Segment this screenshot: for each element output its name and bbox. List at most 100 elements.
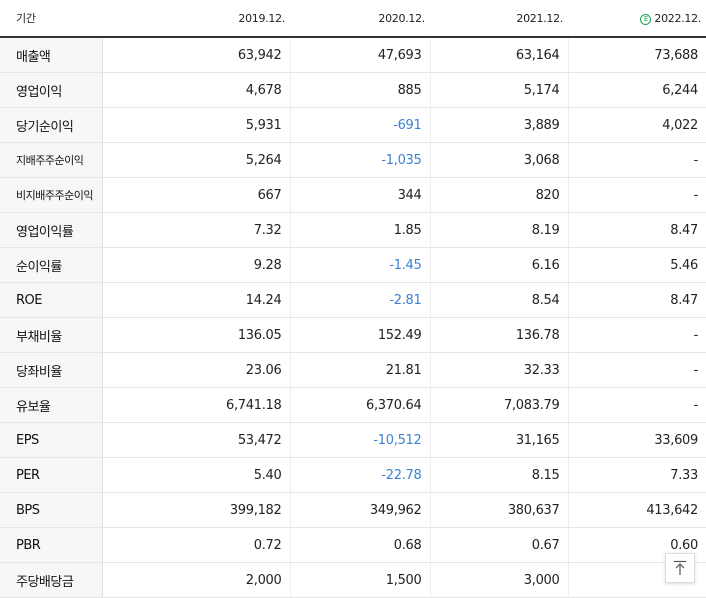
row-label: PER	[0, 457, 103, 493]
table-cell: 3,000	[429, 562, 568, 598]
table-cell: 31,165	[429, 422, 568, 458]
table-cell: 820	[429, 177, 568, 213]
table-cell: 349,962	[289, 492, 430, 528]
table-cell: 152.49	[289, 317, 430, 353]
column-header-2022-label: 2022.12.	[654, 11, 701, 25]
table-row: 영업이익 4,678 885 5,174 6,244	[0, 72, 706, 108]
table-row: PER 5.40 -22.78 8.15 7.33	[0, 457, 706, 493]
row-label: 유보율	[0, 387, 103, 423]
table-cell: 4,678	[101, 72, 290, 108]
column-header-2022: E 2022.12.	[568, 0, 706, 38]
table-cell: 14.24	[101, 282, 290, 318]
table-cell: 9.28	[101, 247, 290, 283]
table-cell: 63,164	[429, 37, 568, 73]
table-cell: 8.54	[429, 282, 568, 318]
table-cell: 3,889	[429, 107, 568, 143]
table-cell: -691	[289, 107, 430, 143]
period-header: 기간	[0, 0, 102, 38]
table-cell: -22.78	[289, 457, 430, 493]
table-row: 당기순이익 5,931 -691 3,889 4,022	[0, 107, 706, 143]
table-cell: -	[567, 317, 706, 353]
estimate-icon: E	[640, 13, 652, 25]
table-cell: 6,741.18	[101, 387, 290, 423]
table-cell: 23.06	[101, 352, 290, 388]
column-header-2019: 2019.12.	[102, 0, 290, 38]
table-cell: -1.45	[289, 247, 430, 283]
column-header-2021: 2021.12.	[430, 0, 568, 38]
table-cell: 1.85	[289, 212, 430, 248]
row-label: 비지배주주순이익	[0, 177, 103, 213]
row-label: PBR	[0, 527, 103, 563]
table-cell: 0.68	[289, 527, 430, 563]
table-cell: 32.33	[429, 352, 568, 388]
table-cell: 413,642	[567, 492, 706, 528]
column-header-2020: 2020.12.	[290, 0, 430, 38]
row-label: 당기순이익	[0, 107, 103, 143]
table-cell: 136.05	[101, 317, 290, 353]
table-cell: 8.15	[429, 457, 568, 493]
table-cell: 1,500	[289, 562, 430, 598]
table-row: BPS 399,182 349,962 380,637 413,642	[0, 492, 706, 528]
table-cell: 6,244	[567, 72, 706, 108]
table-row: 주당배당금 2,000 1,500 3,000	[0, 562, 706, 598]
table-cell: 0.67	[429, 527, 568, 563]
table-cell: 8.47	[567, 212, 706, 248]
table-cell: -	[567, 177, 706, 213]
row-label: EPS	[0, 422, 103, 458]
table-cell: 8.19	[429, 212, 568, 248]
table-cell: 5,174	[429, 72, 568, 108]
table-cell: 8.47	[567, 282, 706, 318]
table-cell: 6.16	[429, 247, 568, 283]
table-row: 순이익률 9.28 -1.45 6.16 5.46	[0, 247, 706, 283]
table-cell: -2.81	[289, 282, 430, 318]
table-cell: 47,693	[289, 37, 430, 73]
row-label: 당좌비율	[0, 352, 103, 388]
table-row: 당좌비율 23.06 21.81 32.33-	[0, 352, 706, 388]
table-cell: -1,035	[289, 142, 430, 178]
table-cell: 7,083.79	[429, 387, 568, 423]
table-cell: 5.40	[101, 457, 290, 493]
table-cell: -	[567, 352, 706, 388]
table-cell: 344	[289, 177, 430, 213]
table-cell: 380,637	[429, 492, 568, 528]
table-cell: 7.32	[101, 212, 290, 248]
table-cell: 21.81	[289, 352, 430, 388]
table-header-row: 기간 2019.12. 2020.12. 2021.12. E 2022.12.	[0, 0, 706, 38]
table-row: PBR 0.72 0.68 0.67 0.60	[0, 527, 706, 563]
table-cell: -	[567, 142, 706, 178]
row-label: 순이익률	[0, 247, 103, 283]
row-label: 영업이익	[0, 72, 103, 108]
table-row: 매출액 63,942 47,693 63,164 73,688	[0, 37, 706, 73]
row-label: BPS	[0, 492, 103, 528]
table-row: ROE 14.24 -2.81 8.54 8.47	[0, 282, 706, 318]
table-cell: 667	[101, 177, 290, 213]
table-cell: 73,688	[567, 37, 706, 73]
table-row: EPS 53,472 -10,512 31,165 33,609	[0, 422, 706, 458]
table-row: 부채비율 136.05 152.49 136.78-	[0, 317, 706, 353]
row-label: 매출액	[0, 37, 103, 73]
table-cell: 7.33	[567, 457, 706, 493]
table-row: 유보율 6,741.18 6,370.64 7,083.79-	[0, 387, 706, 423]
row-label: 부채비율	[0, 317, 103, 353]
row-label: 영업이익률	[0, 212, 103, 248]
table-cell: 885	[289, 72, 430, 108]
scroll-to-top-button[interactable]	[665, 553, 695, 583]
table-cell: 4,022	[567, 107, 706, 143]
table-cell: 5.46	[567, 247, 706, 283]
row-label: 주당배당금	[0, 562, 103, 598]
table-cell: 399,182	[101, 492, 290, 528]
table-cell: -	[567, 387, 706, 423]
arrow-up-to-top-icon	[674, 560, 686, 575]
table-cell: 5,264	[101, 142, 290, 178]
table-cell: 3,068	[429, 142, 568, 178]
row-label: ROE	[0, 282, 103, 318]
table-cell: 53,472	[101, 422, 290, 458]
table-row: 지배주주순이익 5,264 -1,035 3,068-	[0, 142, 706, 178]
table-cell: 136.78	[429, 317, 568, 353]
row-label: 지배주주순이익	[0, 142, 103, 178]
table-cell: 33,609	[567, 422, 706, 458]
table-cell: 6,370.64	[289, 387, 430, 423]
table-row: 비지배주주순이익 667 344 820-	[0, 177, 706, 213]
table-cell: 5,931	[101, 107, 290, 143]
